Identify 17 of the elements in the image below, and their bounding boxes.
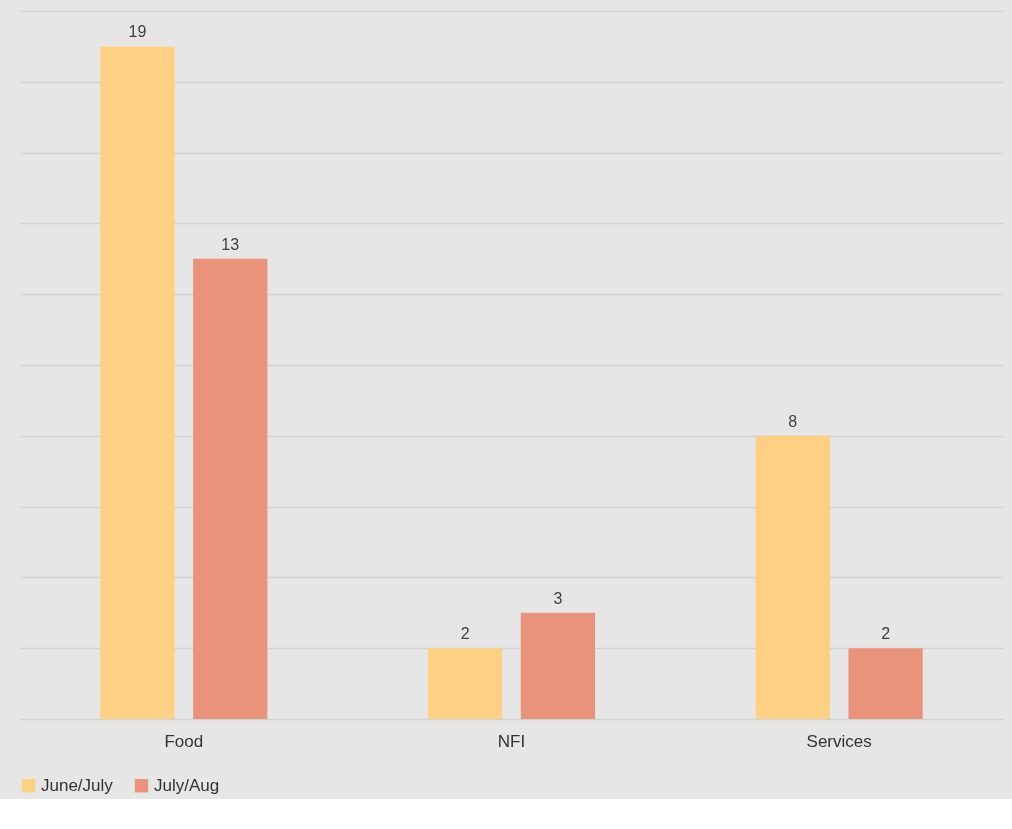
x-tick-label: Services <box>806 731 872 751</box>
data-label: 8 <box>788 412 798 430</box>
data-label: 19 <box>128 23 147 41</box>
data-label: 13 <box>221 235 240 253</box>
bar <box>100 46 175 719</box>
legend-label: June/July <box>41 775 114 795</box>
x-tick-label: Food <box>164 731 204 751</box>
bar <box>427 648 503 719</box>
bar <box>848 648 923 719</box>
data-label: 2 <box>460 625 470 643</box>
data-label: 3 <box>553 589 563 607</box>
legend-label: July/Aug <box>154 775 220 795</box>
bar <box>755 435 830 719</box>
bar <box>520 612 596 719</box>
bar <box>193 258 268 719</box>
data-label: 2 <box>881 625 891 643</box>
x-tick-label: NFI <box>497 731 526 751</box>
